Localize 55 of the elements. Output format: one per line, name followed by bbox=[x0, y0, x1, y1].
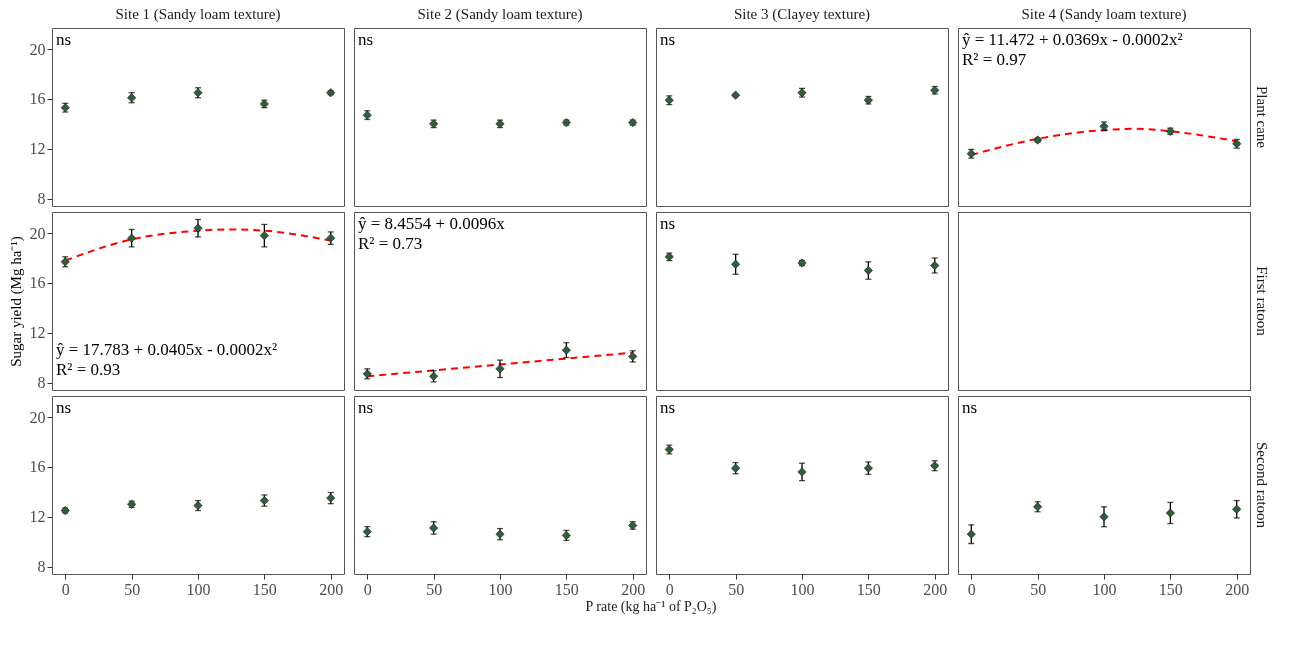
annotation: ŷ = 11.472 + 0.0369x - 0.0002x² bbox=[962, 30, 1183, 49]
annotation: ns bbox=[660, 214, 676, 233]
y-tick-label: 12 bbox=[29, 508, 46, 526]
y-tick-label: 8 bbox=[37, 374, 46, 392]
x-tick-label: 150 bbox=[554, 580, 579, 598]
y-tick-label: 12 bbox=[29, 140, 46, 158]
chart-title: Site 3 (Clayey texture) bbox=[733, 6, 871, 23]
x-tick-label: 100 bbox=[790, 580, 815, 598]
chart-title: Site 4 (Sandy loam texture) bbox=[1021, 6, 1187, 23]
annotation: ns bbox=[660, 30, 676, 49]
x-tick-label: 150 bbox=[252, 580, 277, 598]
x-tick-label: 50 bbox=[1030, 580, 1047, 598]
x-tick-label: 0 bbox=[363, 580, 372, 598]
x-tick-label: 0 bbox=[665, 580, 674, 598]
x-tick-label: 100 bbox=[488, 580, 513, 598]
x-tick-label: 0 bbox=[967, 580, 976, 598]
text: First ratoon bbox=[1254, 266, 1270, 337]
annotation: ŷ = 8.4554 + 0.0096x bbox=[358, 214, 506, 233]
annotation: ns bbox=[56, 398, 72, 417]
y-tick-label: 8 bbox=[37, 558, 46, 576]
x-tick-label: 100 bbox=[186, 580, 211, 598]
x-tick-label: 150 bbox=[856, 580, 881, 598]
x-tick-label: 0 bbox=[61, 580, 70, 598]
chart-title: Site 2 (Sandy loam texture) bbox=[417, 6, 583, 23]
y-tick-label: 16 bbox=[29, 458, 46, 476]
y-tick-label: 20 bbox=[29, 40, 46, 58]
annotation: ns bbox=[358, 398, 374, 417]
y2-axis-title: Second ratoon bbox=[1254, 441, 1270, 529]
annotation: R² = 0.93 bbox=[56, 360, 121, 379]
y2-axis-title: Plant cane bbox=[1254, 85, 1270, 149]
annotation: ns bbox=[660, 398, 676, 417]
x-tick-label: 200 bbox=[319, 580, 344, 598]
y-tick-label: 20 bbox=[29, 224, 46, 242]
x-tick-label: 100 bbox=[1092, 580, 1117, 598]
y-tick-label: 20 bbox=[29, 408, 46, 426]
chart-title: Site 1 (Sandy loam texture) bbox=[115, 6, 281, 23]
y-tick-label: 8 bbox=[37, 190, 46, 208]
annotation: ns bbox=[56, 30, 72, 49]
annotation: R² = 0.73 bbox=[358, 234, 423, 253]
y-tick-label: 16 bbox=[29, 90, 46, 108]
x-tick-label: 150 bbox=[1158, 580, 1183, 598]
annotation: R² = 0.97 bbox=[962, 50, 1027, 69]
x-tick-label: 200 bbox=[923, 580, 948, 598]
annotation: ŷ = 17.783 + 0.0405x - 0.0002x² bbox=[56, 340, 278, 359]
x-tick-label: 50 bbox=[426, 580, 443, 598]
x-tick-label: 200 bbox=[1225, 580, 1250, 598]
y-tick-label: 12 bbox=[29, 324, 46, 342]
annotation: ns bbox=[358, 30, 374, 49]
x-tick-label: 200 bbox=[621, 580, 646, 598]
y-tick-label: 16 bbox=[29, 274, 46, 292]
x-tick-label: 50 bbox=[728, 580, 745, 598]
x-tick-label: 50 bbox=[124, 580, 141, 598]
y-axis-title: Sugar yield (Mg ha⁻¹) bbox=[7, 236, 25, 367]
x-axis-title: P rate (kg ha⁻¹ of P₂O₅) bbox=[585, 599, 717, 615]
annotation: ns bbox=[962, 398, 978, 417]
